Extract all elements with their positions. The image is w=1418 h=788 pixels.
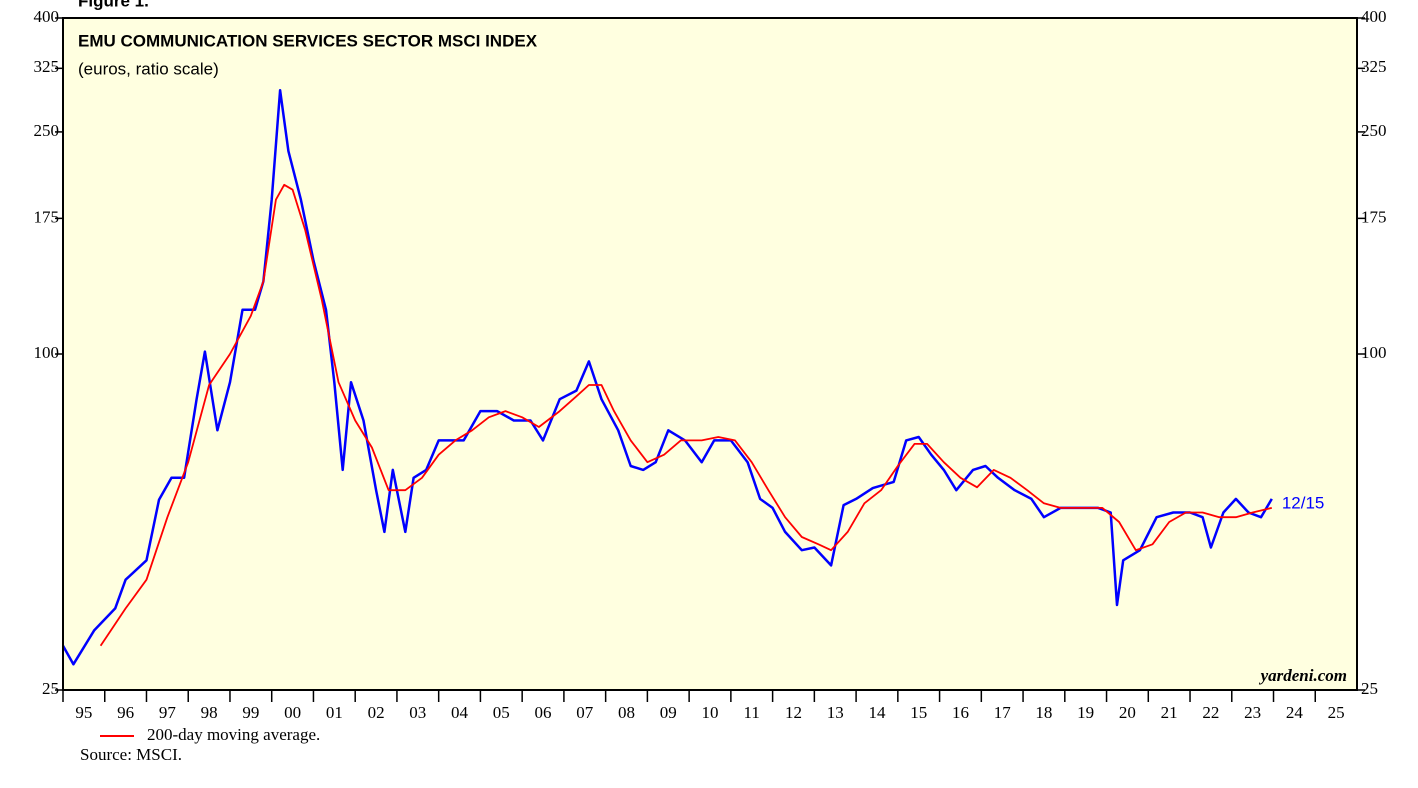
chart-subtitle: (euros, ratio scale) <box>78 59 219 78</box>
y-tick-label: 250 <box>34 121 60 140</box>
x-tick-label: 12 <box>785 703 802 722</box>
x-tick-label: 04 <box>451 703 469 722</box>
x-tick-label: 15 <box>910 703 927 722</box>
x-tick-label: 06 <box>535 703 552 722</box>
x-tick-label: 01 <box>326 703 343 722</box>
x-tick-label: 14 <box>868 703 886 722</box>
y-tick-label: 400 <box>34 7 60 26</box>
x-tick-label: 10 <box>702 703 719 722</box>
y-tick-label: 100 <box>34 343 60 362</box>
chart-title: EMU COMMUNICATION SERVICES SECTOR MSCI I… <box>78 31 538 50</box>
legend-label: 200-day moving average. <box>147 725 320 744</box>
watermark: yardeni.com <box>1259 666 1347 685</box>
plot-area <box>63 18 1357 690</box>
x-tick-label: 97 <box>159 703 177 722</box>
x-tick-label: 98 <box>201 703 218 722</box>
x-tick-label: 22 <box>1202 703 1219 722</box>
source-note: Source: MSCI. <box>80 745 182 764</box>
x-tick-label: 00 <box>284 703 301 722</box>
y-tick-label: 325 <box>34 57 60 76</box>
x-tick-label: 24 <box>1286 703 1304 722</box>
x-tick-label: 18 <box>1035 703 1052 722</box>
x-tick-label: 96 <box>117 703 134 722</box>
y2-tick-label: 175 <box>1361 207 1387 226</box>
x-tick-label: 11 <box>744 703 760 722</box>
y2-tick-label: 25 <box>1361 679 1378 698</box>
x-tick-label: 19 <box>1077 703 1094 722</box>
series-line <box>99 183 1273 647</box>
x-tick-label: 25 <box>1328 703 1345 722</box>
x-tick-label: 05 <box>493 703 510 722</box>
x-tick-label: 23 <box>1244 703 1261 722</box>
x-tick-label: 95 <box>75 703 92 722</box>
x-tick-label: 07 <box>576 703 594 722</box>
x-tick-label: 09 <box>660 703 677 722</box>
y2-tick-label: 100 <box>1361 343 1387 362</box>
x-tick-label: 03 <box>409 703 426 722</box>
x-tick-label: 13 <box>827 703 844 722</box>
y-tick-label: 25 <box>42 679 59 698</box>
y2-tick-label: 400 <box>1361 7 1387 26</box>
x-tick-label: 02 <box>368 703 385 722</box>
y-tick-label: 175 <box>34 207 60 226</box>
figure-label: Figure 1. <box>78 0 149 10</box>
x-tick-label: 16 <box>952 703 969 722</box>
x-tick-label: 99 <box>242 703 259 722</box>
y2-tick-label: 250 <box>1361 121 1387 140</box>
x-tick-label: 17 <box>994 703 1012 722</box>
x-tick-label: 21 <box>1161 703 1178 722</box>
plot <box>61 88 1273 666</box>
y2-tick-label: 325 <box>1361 57 1387 76</box>
x-tick-label: 08 <box>618 703 635 722</box>
end-label: 12/15 <box>1282 493 1325 512</box>
x-tick-label: 20 <box>1119 703 1136 722</box>
